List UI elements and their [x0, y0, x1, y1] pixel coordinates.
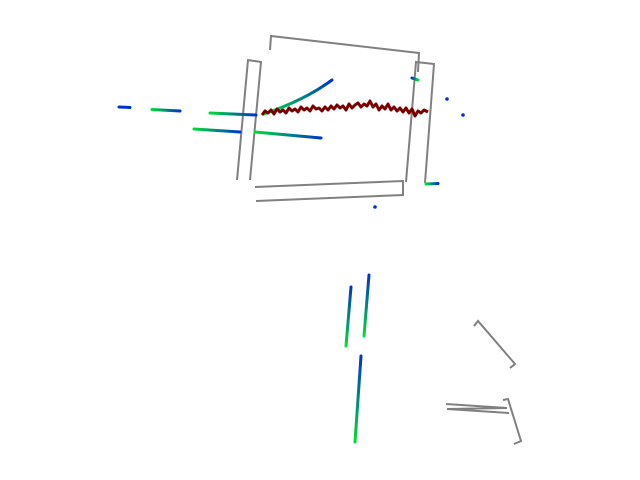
track-segment — [344, 285, 353, 348]
small-box-upper — [473, 319, 517, 369]
track-point — [445, 97, 449, 101]
small-box-parallel — [445, 403, 510, 414]
track-segment — [253, 130, 323, 140]
track-point — [461, 113, 465, 117]
box-left-edge — [236, 58, 263, 181]
track-segment — [410, 76, 420, 82]
box-top-edge — [269, 34, 421, 73]
track-segment — [150, 108, 182, 113]
track-segment — [424, 182, 440, 186]
track-point — [373, 205, 377, 209]
track-segment — [353, 354, 363, 444]
small-box-lower — [502, 397, 523, 445]
track-segment — [117, 105, 132, 109]
track-points — [373, 97, 465, 209]
box-outlines — [236, 34, 523, 445]
track-segments — [117, 76, 440, 444]
box-right-edge — [405, 60, 436, 184]
box-bottom-edge — [254, 179, 404, 202]
track-segment — [192, 127, 242, 134]
track-segment — [362, 273, 371, 338]
trajectory-line — [260, 99, 429, 118]
track-segment — [208, 111, 258, 117]
